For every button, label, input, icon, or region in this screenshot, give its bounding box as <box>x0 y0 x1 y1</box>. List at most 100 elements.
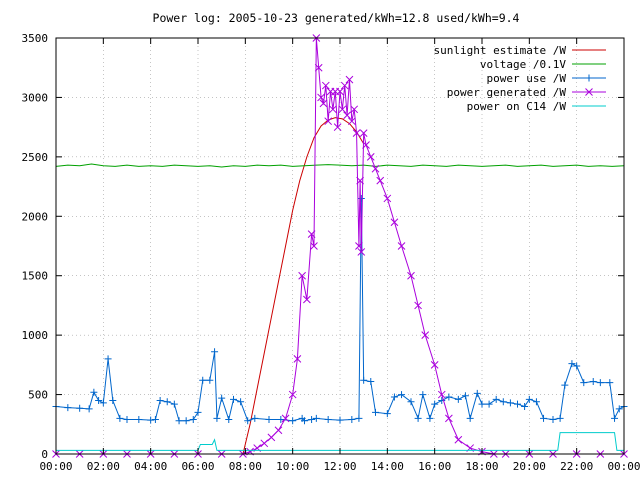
data-point <box>430 361 439 369</box>
data-point <box>549 416 557 424</box>
data-point <box>85 405 93 413</box>
legend-marker <box>585 88 593 96</box>
y-tick-label: 500 <box>28 389 48 402</box>
data-point <box>426 414 434 422</box>
data-point <box>338 105 347 114</box>
data-point <box>445 393 453 401</box>
x-tick-label: 06:00 <box>181 460 214 473</box>
legend-label: power generated /W <box>447 86 567 99</box>
data-point <box>355 242 363 250</box>
data-point <box>163 398 171 406</box>
data-point <box>499 398 507 406</box>
data-point <box>156 397 164 405</box>
data-point <box>357 248 366 256</box>
data-point <box>303 295 311 304</box>
data-point <box>345 75 354 84</box>
data-point <box>347 117 356 126</box>
data-point <box>532 398 540 406</box>
x-tick-label: 04:00 <box>134 460 167 473</box>
data-point <box>314 63 323 72</box>
data-point <box>329 105 337 114</box>
data-point <box>540 414 548 422</box>
data-point <box>438 397 446 405</box>
data-point <box>265 416 273 424</box>
series-line <box>242 117 365 455</box>
series-2 <box>52 194 628 425</box>
x-tick-label: 12:00 <box>323 460 356 473</box>
data-point <box>454 395 462 403</box>
data-point <box>421 331 430 339</box>
legend-label: voltage /0.1V <box>480 58 566 71</box>
data-point <box>301 417 308 425</box>
data-point <box>109 397 117 405</box>
data-point <box>478 400 486 408</box>
chart-title: Power log: 2005-10-23 generated/kWh=12.8… <box>153 11 520 25</box>
data-point <box>324 416 332 424</box>
data-point <box>99 399 107 407</box>
data-point <box>225 416 233 424</box>
data-point <box>281 414 290 423</box>
data-point <box>312 414 320 422</box>
data-point <box>611 414 619 422</box>
data-point <box>359 129 368 137</box>
data-point <box>95 397 103 405</box>
data-point <box>251 414 259 422</box>
data-point <box>308 416 316 424</box>
data-point <box>556 414 564 422</box>
data-point <box>64 404 72 412</box>
data-point <box>340 81 349 90</box>
series-line <box>56 432 624 451</box>
data-point <box>310 242 318 250</box>
data-point <box>135 416 143 424</box>
data-point <box>615 405 623 413</box>
data-point <box>336 87 344 96</box>
x-tick-label: 08:00 <box>229 460 262 473</box>
axis-layer: 00:00 02:00 04:00 06:00 08:00 10:00 12:00 14:00… <box>22 32 640 473</box>
data-point <box>218 394 226 402</box>
data-point <box>244 417 252 425</box>
x-tick-label: 16:00 <box>418 460 451 473</box>
data-point <box>383 194 392 203</box>
x-tick-label: 18:00 <box>465 460 498 473</box>
data-point <box>414 414 422 422</box>
y-tick-label: 2000 <box>22 210 49 223</box>
data-point <box>260 439 269 448</box>
data-point <box>123 416 131 424</box>
x-tick-label: 10:00 <box>276 460 309 473</box>
y-tick-label: 2500 <box>22 151 49 164</box>
data-point <box>466 414 474 422</box>
data-point <box>175 417 183 425</box>
data-point <box>206 376 214 384</box>
data-point <box>267 433 276 442</box>
series-4 <box>56 432 624 451</box>
data-point <box>573 362 581 370</box>
data-point <box>367 377 375 385</box>
data-point <box>211 348 219 356</box>
y-tick-label: 3500 <box>22 32 49 45</box>
data-point <box>362 141 370 149</box>
data-point <box>343 111 351 120</box>
data-point <box>348 416 356 424</box>
data-point <box>397 242 406 250</box>
data-point <box>151 416 159 424</box>
data-point <box>182 417 190 425</box>
data-point <box>372 408 379 416</box>
data-point <box>398 391 406 399</box>
data-point <box>199 376 207 384</box>
data-point <box>506 399 514 407</box>
data-point <box>317 93 325 102</box>
series-layer <box>52 34 628 458</box>
data-point <box>76 404 84 412</box>
data-point <box>350 105 359 114</box>
data-point <box>356 176 364 185</box>
data-point <box>492 395 500 403</box>
data-point <box>147 416 155 424</box>
data-point <box>419 391 427 399</box>
data-point <box>360 376 368 384</box>
data-point <box>170 400 178 408</box>
legend-marker <box>585 74 593 82</box>
data-point <box>319 99 328 108</box>
data-point <box>485 400 493 408</box>
y-tick-label: 3000 <box>22 91 49 104</box>
data-point <box>596 379 604 387</box>
